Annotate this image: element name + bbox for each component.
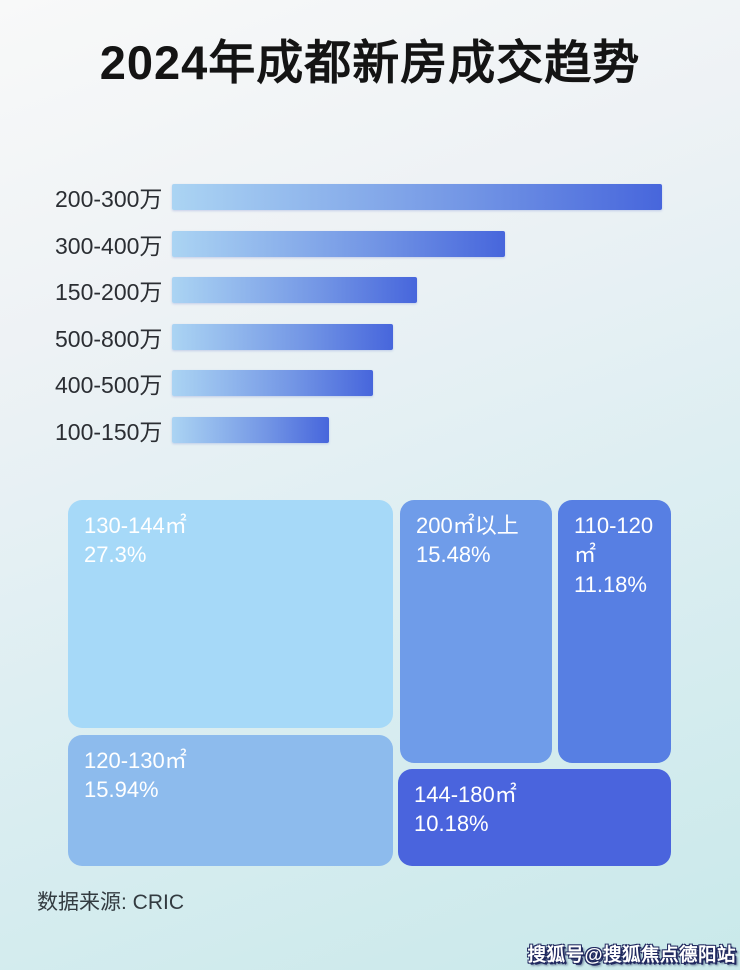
bar-row: 500-800万 [55,323,662,352]
bar-category-label: 100-150万 [55,418,163,445]
treemap-box-144-180: 144-180㎡ 10.18% [398,769,671,866]
treemap-value: 15.48% [416,542,491,568]
treemap-label: 120-130㎡ [84,748,187,773]
price-range-bar-chart: 200-300万 300-400万 150-200万 500-800万 400-… [55,184,662,463]
treemap-label: 144-180㎡ [414,782,517,807]
bar-row: 100-150万 [55,416,662,445]
treemap-box-130-144: 130-144㎡ 27.3% [68,500,393,728]
treemap-label: 130-144㎡ [84,513,187,538]
bar [172,323,393,350]
bar-track [172,416,662,443]
bar-track [172,230,662,257]
bar [172,370,373,396]
bar-row: 200-300万 [55,184,662,212]
bar-track [172,277,662,303]
treemap-box-110-120: 110-120㎡ 11.18% [558,500,671,763]
bar [172,277,417,303]
bar-category-label: 500-800万 [55,325,163,352]
watermark-text: 搜狐号@搜狐焦点德阳站 [527,944,736,965]
bar [172,230,506,257]
page-title: 2024年成都新房成交趋势 [99,36,641,89]
bar-category-label: 200-300万 [55,186,163,212]
bar-category-label: 400-500万 [55,372,163,398]
treemap-label: 200㎡以上 [416,513,519,538]
bar-category-label: 300-400万 [55,232,163,259]
treemap-value: 11.18% [574,571,647,597]
treemap-value: 27.3% [84,542,147,568]
treemap-value: 10.18% [414,811,489,837]
treemap-box-200-plus: 200㎡以上 15.48% [400,500,552,763]
bar-track [172,370,662,396]
treemap-label: 110-120㎡ [574,513,654,568]
bar [172,416,329,443]
bar-track [172,184,662,210]
bar-track [172,323,662,350]
bar-row: 400-500万 [55,370,662,398]
data-source-label: 数据来源: CRIC [37,891,184,914]
treemap-box-120-130: 120-130㎡ 15.94% [68,735,393,866]
bar-row: 300-400万 [55,230,662,259]
bar [172,184,662,210]
bar-category-label: 150-200万 [55,279,163,305]
bar-row: 150-200万 [55,277,662,305]
treemap-value: 15.94% [84,777,159,803]
